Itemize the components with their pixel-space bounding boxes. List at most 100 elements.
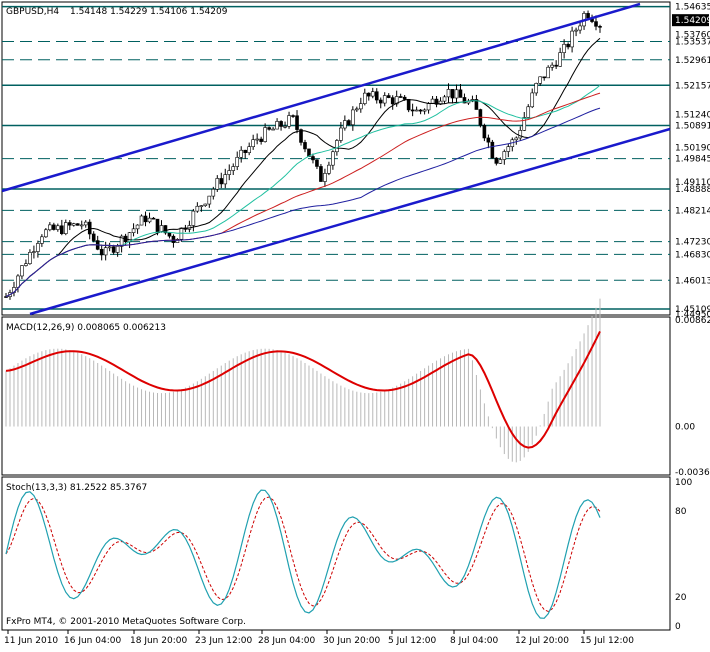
candle-body: [199, 205, 204, 207]
candle-body: [323, 173, 327, 182]
candle-body: [366, 92, 371, 97]
price-label: 1.53537: [675, 37, 710, 47]
price-label: 1.50891: [675, 121, 710, 131]
candle-body: [526, 106, 531, 118]
candle-body: [211, 188, 216, 197]
candle-body: [566, 43, 570, 48]
stoch-panel[interactable]: [1, 476, 671, 631]
candle-body: [71, 223, 76, 226]
candle-body: [44, 229, 48, 238]
candle-body: [586, 13, 590, 19]
candle-body: [494, 157, 499, 164]
price-label: 1.44950: [675, 310, 710, 320]
candle-body: [362, 92, 367, 104]
candle-body: [398, 96, 403, 98]
candle-body: [410, 109, 415, 112]
candle-body: [87, 221, 92, 235]
candle-body: [24, 263, 28, 266]
candle-body: [251, 139, 255, 148]
candle-body: [347, 120, 351, 126]
candle-body: [235, 157, 240, 167]
candle-body: [434, 98, 439, 105]
time-label: 28 Jun 04:00: [258, 636, 315, 646]
price-label: 1.54635: [675, 3, 710, 13]
time-label: 23 Jun 12:00: [195, 636, 252, 646]
candle-body: [554, 64, 558, 67]
candle-body: [414, 109, 419, 112]
channel-lower-line: [29, 127, 671, 316]
candle-body: [442, 96, 447, 102]
candle-body: [506, 146, 511, 152]
candle-body: [570, 30, 574, 48]
macd-axis-label: 0.00: [675, 423, 695, 433]
candle-body: [343, 120, 347, 129]
candle-body: [530, 92, 535, 108]
stoch-axis-label: 80: [675, 507, 687, 517]
candle-body: [418, 109, 423, 112]
candle-body: [227, 170, 232, 175]
candle-body: [271, 128, 275, 131]
candle-body: [155, 218, 160, 233]
current-price-box: [672, 14, 709, 27]
ma-black-line: [5, 37, 601, 298]
candle-body: [151, 217, 156, 220]
time-label: 16 Jun 04:00: [64, 636, 121, 646]
candle-body: [370, 91, 375, 97]
candle-body: [243, 149, 247, 153]
stoch-axis-label: 20: [675, 593, 687, 603]
candle-body: [127, 232, 132, 243]
candle-body: [75, 223, 80, 226]
candle-body: [299, 129, 303, 143]
price-label: 1.50190: [675, 144, 710, 154]
candle-body: [111, 246, 116, 253]
candle-body: [103, 247, 108, 256]
macd-title: MACD(12,26,9) 0.008065 0.006213: [6, 323, 166, 333]
price-label: 1.45109: [675, 305, 710, 315]
candle-body: [291, 115, 295, 117]
price-label: 1.49110: [675, 178, 710, 188]
candle-body: [374, 91, 379, 101]
watermark: FxPro MT4, © 2001-2010 MetaQuotes Softwa…: [6, 617, 246, 627]
candle-body: [386, 95, 391, 98]
price-label: 1.52157: [675, 81, 710, 91]
symbol-timeframe: GBPUSD,H4: [6, 7, 59, 17]
candle-body: [422, 109, 427, 112]
candle-body: [542, 76, 546, 79]
candle-body: [139, 215, 144, 226]
candle-body: [56, 225, 60, 230]
price-label: 1.47230: [675, 238, 710, 248]
candle-body: [558, 52, 562, 67]
candle-body: [52, 224, 56, 230]
candle-body: [83, 221, 88, 226]
candle-body: [446, 89, 451, 98]
price-label: 1.46830: [675, 250, 710, 260]
candle-body: [462, 97, 467, 104]
candle-body: [215, 178, 220, 190]
candle-body: [203, 203, 208, 206]
candle-body: [67, 222, 72, 226]
candle-body: [351, 109, 355, 126]
stoch-axis-label: 100: [675, 478, 692, 488]
candle-body: [219, 178, 224, 185]
candle-body: [502, 151, 507, 160]
candle-body: [550, 64, 554, 68]
candle-body: [598, 26, 602, 28]
candle-body: [167, 232, 172, 237]
candle-body: [28, 252, 32, 265]
candle-body: [279, 121, 283, 127]
time-label: 30 Jun 20:00: [323, 636, 380, 646]
current-price-label: 1.54209: [675, 16, 710, 26]
price-label: 1.53760: [675, 30, 710, 40]
macd-panel[interactable]: [1, 316, 671, 476]
price-label: 1.52961: [675, 56, 710, 66]
candle-body: [60, 225, 64, 234]
candle-body: [195, 205, 200, 212]
candle-body: [578, 25, 582, 31]
price-label: 1.46013: [675, 276, 710, 286]
candle-body: [191, 210, 196, 226]
time-label: 12 Jul 20:00: [515, 636, 569, 646]
candle-body: [303, 142, 307, 150]
